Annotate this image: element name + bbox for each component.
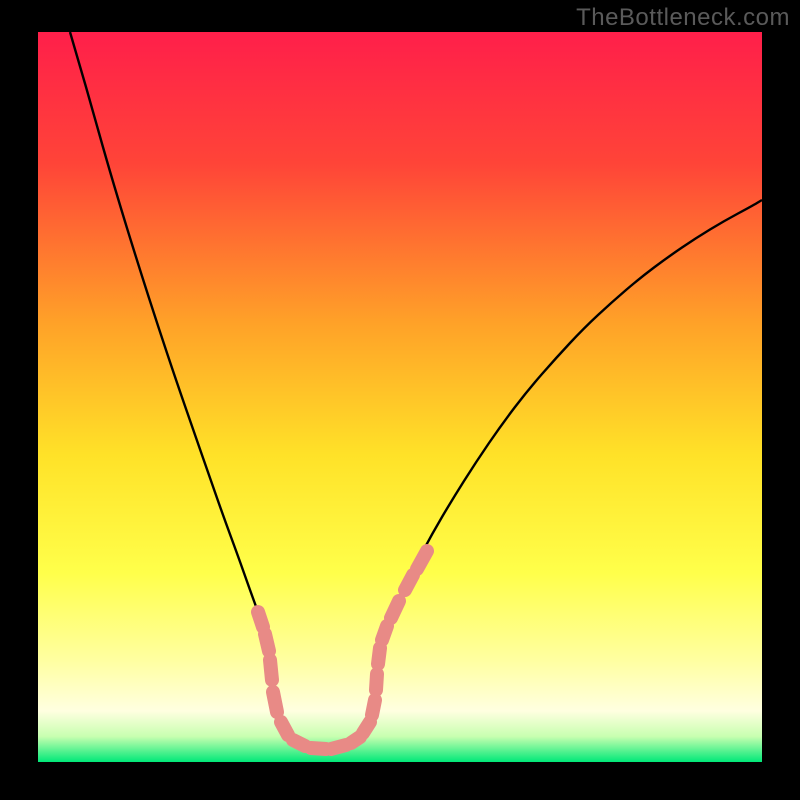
overlay-seg [391,601,399,618]
overlay-seg [265,634,269,651]
chart-svg [0,0,800,800]
overlay-seg [331,745,346,749]
overlay-seg [281,722,288,735]
plot-background [38,32,762,762]
overlay-seg [372,700,375,715]
overlay-seg [258,612,263,627]
overlay-seg [270,660,272,680]
overlay-seg [382,626,387,640]
overlay-seg [293,740,305,746]
watermark-text: TheBottleneck.com [576,4,790,32]
overlay-seg [405,575,413,590]
overlay-seg [311,748,326,749]
overlay-seg [417,551,427,569]
overlay-seg [378,648,380,664]
overlay-seg [273,692,277,712]
chart-root: TheBottleneck.com [0,0,800,800]
overlay-seg [363,722,370,733]
overlay-seg [376,674,377,690]
